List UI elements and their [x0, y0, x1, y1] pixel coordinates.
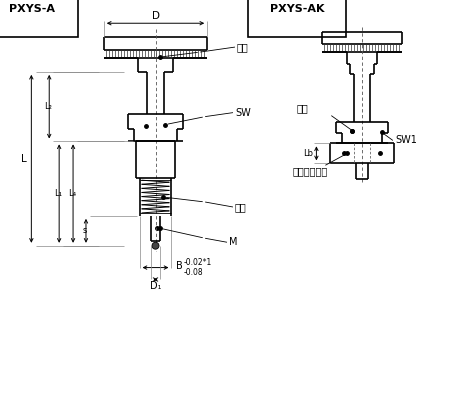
Text: ピン: ピン: [235, 202, 247, 212]
Text: L₄: L₄: [68, 189, 76, 198]
Text: M: M: [229, 237, 238, 247]
Text: PXYS-AK: PXYS-AK: [270, 5, 324, 14]
Circle shape: [152, 242, 159, 249]
Text: L₁: L₁: [54, 189, 62, 198]
Text: 本体: 本体: [296, 104, 308, 114]
Text: s: s: [83, 226, 87, 236]
Text: L: L: [21, 154, 26, 164]
Text: Lb: Lb: [304, 149, 313, 158]
Text: ノブ: ノブ: [237, 42, 249, 52]
Text: D: D: [152, 11, 159, 21]
Text: ロックナット: ロックナット: [293, 166, 328, 176]
Text: SW1: SW1: [396, 136, 418, 145]
Text: PXYS-A: PXYS-A: [10, 5, 55, 14]
Text: L₂: L₂: [44, 102, 52, 111]
Text: B: B: [176, 261, 183, 270]
Text: -0.02*1
-0.08: -0.02*1 -0.08: [183, 258, 212, 277]
Text: D₁: D₁: [150, 282, 161, 291]
Text: SW: SW: [235, 108, 251, 118]
